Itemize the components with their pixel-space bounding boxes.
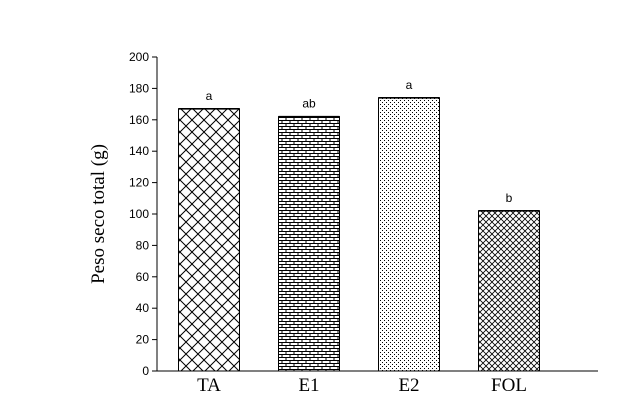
bar-ta [178,108,240,372]
x-tick-label: E2 [398,375,419,396]
category-labels: TA E1 E2 FOL [197,375,527,396]
significance-letter: b [506,191,513,205]
y-tick-label: 100 [129,207,149,221]
y-tick-label: 160 [129,113,149,127]
bar-e1 [278,116,340,372]
y-tick-label: 60 [136,270,150,284]
y-tick-label: 140 [129,144,149,158]
significance-letter: a [206,89,213,103]
y-tick-label: 0 [142,364,149,378]
x-tick-label: TA [197,375,221,396]
y-tick-label: 80 [136,238,150,252]
x-tick-label: FOL [491,375,527,396]
y-tick-label: 200 [129,50,149,64]
bar-e2 [378,97,440,372]
significance-letter: ab [302,97,316,111]
y-axis: 0 20 40 60 80 100 120 140 160 180 200 [129,50,158,378]
y-tick-label: 180 [129,81,149,95]
bars [178,97,540,372]
y-tick-label: 20 [136,333,150,347]
y-tick-label: 40 [136,301,150,315]
x-tick-label: E1 [298,375,319,396]
y-tick-label: 120 [129,176,149,190]
bar-fol [478,210,540,372]
significance-letter: a [406,78,413,92]
y-axis-title: Peso seco total (g) [88,144,109,284]
